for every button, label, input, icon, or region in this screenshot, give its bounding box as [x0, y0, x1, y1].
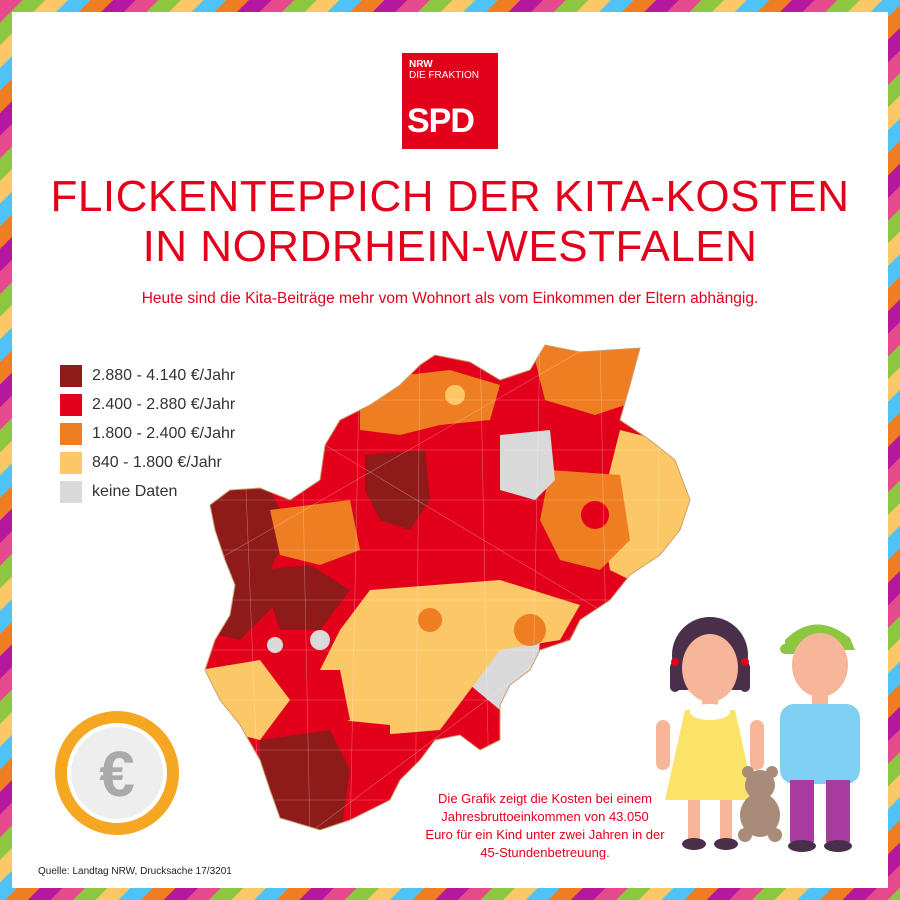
teddy-bear-icon — [738, 766, 782, 842]
title-line1: FLICKENTEPPICH DER KITA-KOSTEN — [50, 172, 850, 221]
logo-line1: NRW — [409, 59, 433, 70]
logo-line2: DIE FRAKTION — [409, 70, 480, 81]
legend-swatch — [60, 365, 82, 387]
legend-swatch — [60, 452, 82, 474]
logo-brand: SPD — [407, 102, 475, 140]
coin-symbol: € — [99, 738, 135, 810]
legend-label: 2.400 - 2.880 €/Jahr — [92, 396, 236, 413]
legend-label: 1.800 - 2.400 €/Jahr — [92, 425, 236, 442]
legend-label: keine Daten — [92, 483, 178, 500]
explanation-note: Die Grafik zeigt die Kosten bei einem Ja… — [395, 790, 695, 862]
legend-item: 1.800 - 2.400 €/Jahr — [60, 423, 300, 445]
girl-figure — [656, 617, 764, 850]
euro-coin-icon: € — [55, 711, 179, 835]
page-title: FLICKENTEPPICH DER KITA-KOSTEN IN NORDRH… — [40, 172, 860, 272]
title-line2: IN NORDRHEIN-WESTFALEN — [142, 222, 758, 271]
legend-label: 2.880 - 4.140 €/Jahr — [92, 367, 236, 384]
note-line: 45-Stundenbetreuung. — [480, 845, 610, 860]
legend-item: 2.400 - 2.880 €/Jahr — [60, 394, 300, 416]
nrw-choropleth-map — [204, 344, 691, 831]
legend-swatch — [60, 394, 82, 416]
boy-figure — [780, 624, 860, 852]
legend-label: 840 - 1.800 €/Jahr — [92, 454, 222, 471]
note-line: Euro für ein Kind unter zwei Jahren in d… — [425, 827, 665, 842]
note-line: Die Grafik zeigt die Kosten bei einem — [438, 791, 652, 806]
legend-swatch — [60, 481, 82, 503]
spd-logo: NRW DIE FRAKTION SPD — [402, 53, 498, 149]
legend-item: 840 - 1.800 €/Jahr — [60, 452, 300, 474]
legend-item: 2.880 - 4.140 €/Jahr — [60, 365, 300, 387]
note-line: Jahresbruttoeinkommen von 43.050 — [441, 809, 649, 824]
children-illustration — [656, 617, 860, 852]
source-citation: Quelle: Landtag NRW, Drucksache 17/3201 — [38, 866, 232, 877]
subtitle: Heute sind die Kita-Beiträge mehr vom Wo… — [141, 290, 759, 307]
legend-swatch — [60, 423, 82, 445]
legend-item: keine Daten — [60, 481, 300, 503]
